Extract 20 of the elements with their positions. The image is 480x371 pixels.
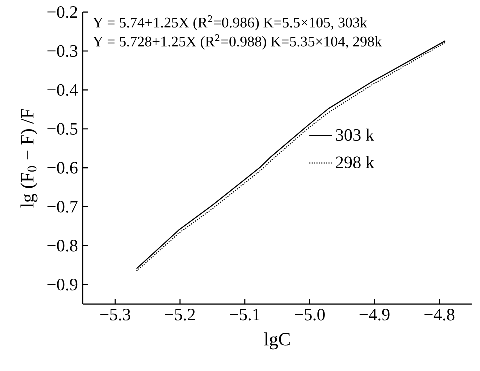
legend-label: 303 k [336, 128, 374, 142]
x-tick-label: −5.3 [100, 309, 130, 321]
y-tick-label: −0.4 [48, 84, 78, 96]
x-tick-label: −5.2 [165, 309, 196, 321]
annotation: Y = 5.74+1.25X (R$^{2}$=0.986) K=5.5×105, 303k [93, 16, 368, 31]
y-tick-label: −0.6 [48, 162, 78, 174]
y-axis-title: lg (F$_{0}$ − F) /F [20, 109, 38, 208]
x-tick-label: −4.8 [424, 309, 455, 321]
y-tick-label: −0.3 [48, 45, 78, 58]
legend-label: 298 k [336, 156, 374, 168]
y-tick-label: −0.5 [48, 123, 78, 136]
annotation: Y = 5.728+1.25X (R$^{2}$=0.988) K=5.35×104, 298k [93, 34, 382, 50]
x-tick-label: −5.1 [230, 309, 260, 321]
y-tick-label: −0.2 [48, 6, 78, 18]
y-tick-label: −0.7 [48, 201, 78, 213]
y-tick-label: −0.8 [48, 240, 78, 252]
x-tick-label: −4.9 [360, 309, 390, 321]
x-axis-title: lgC [264, 332, 290, 350]
x-tick-label: −5.0 [295, 309, 325, 321]
y-tick-label: −0.9 [48, 278, 78, 291]
